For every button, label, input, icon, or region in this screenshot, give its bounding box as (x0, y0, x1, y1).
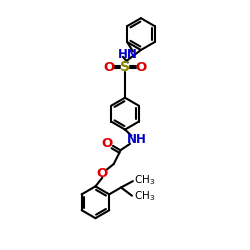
Text: O: O (136, 60, 147, 74)
Text: O: O (97, 167, 108, 180)
Text: CH$_3$: CH$_3$ (134, 190, 155, 203)
Text: CH$_3$: CH$_3$ (134, 173, 156, 187)
Text: NH: NH (126, 133, 146, 146)
Text: O: O (103, 60, 114, 74)
Text: S: S (120, 60, 130, 74)
Text: O: O (101, 137, 112, 150)
Text: HN: HN (118, 48, 138, 60)
